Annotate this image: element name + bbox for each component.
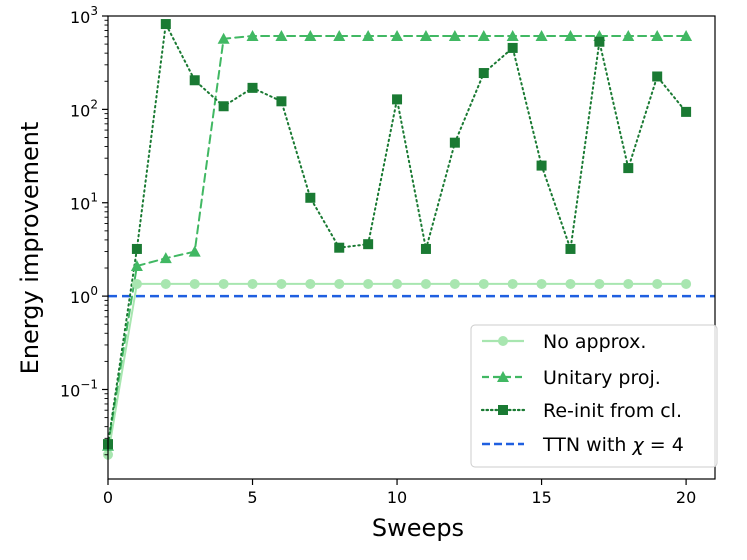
data-point-no-approx	[449, 278, 460, 289]
data-point-reinit-from-cl	[507, 42, 518, 53]
data-point-no-approx	[305, 278, 316, 289]
legend-label-ttn-suffix: = 4	[644, 434, 684, 456]
data-point-unitary-proj	[188, 245, 201, 257]
x-tick-label: 10	[387, 488, 407, 507]
data-point-unitary-proj	[477, 30, 490, 42]
data-point-unitary-proj	[506, 30, 519, 42]
data-point-reinit-from-cl	[623, 163, 634, 174]
y-axis-ticks: 10−1 100 101 102 103	[60, 4, 108, 400]
data-point-reinit-from-cl	[160, 19, 171, 30]
data-point-no-approx	[507, 278, 518, 289]
data-point-unitary-proj	[564, 30, 577, 42]
data-point-reinit-from-cl	[536, 160, 547, 171]
data-point-reinit-from-cl	[449, 137, 460, 148]
plot-frame	[107, 15, 716, 480]
legend-label-ttn: TTN with χ = 4	[542, 434, 684, 456]
data-point-reinit-from-cl	[594, 36, 605, 47]
data-point-no-approx	[536, 278, 547, 289]
data-point-no-approx	[623, 278, 634, 289]
data-point-unitary-proj	[275, 30, 288, 42]
series-line-reinit-from-cl	[107, 23, 688, 446]
legend: No approx. Unitary proj. Re-init from cl…	[470, 324, 718, 468]
data-point-no-approx	[565, 278, 576, 289]
legend-marker-no-approx	[498, 336, 508, 346]
y-axis-title: Energy improvement	[16, 122, 44, 375]
data-point-no-approx	[652, 278, 663, 289]
data-point-unitary-proj	[419, 30, 432, 42]
data-point-unitary-proj	[130, 260, 143, 272]
data-point-reinit-from-cl	[392, 94, 403, 105]
y-tick-label: 10−1	[60, 377, 98, 400]
y-axis-minor-ticks	[104, 19, 108, 456]
data-point-no-approx	[392, 278, 403, 289]
data-point-no-approx	[363, 278, 374, 289]
data-point-unitary-proj	[159, 252, 172, 264]
data-point-unitary-proj	[304, 30, 317, 42]
data-point-unitary-proj	[333, 30, 346, 42]
legend-label-unitary-proj: Unitary proj.	[543, 367, 661, 389]
data-point-no-approx	[160, 278, 171, 289]
data-point-reinit-from-cl	[305, 192, 316, 203]
data-point-unitary-proj	[448, 30, 461, 42]
data-point-reinit-from-cl	[334, 242, 345, 253]
data-point-unitary-proj	[391, 30, 404, 42]
data-point-unitary-proj	[217, 32, 230, 44]
data-point-reinit-from-cl	[565, 243, 576, 254]
x-tick-label: 0	[103, 488, 113, 507]
data-point-unitary-proj	[362, 30, 375, 42]
data-point-no-approx	[594, 278, 605, 289]
data-point-reinit-from-cl	[363, 239, 374, 250]
data-point-no-approx	[681, 278, 692, 289]
data-point-reinit-from-cl	[247, 82, 258, 93]
data-point-unitary-proj	[651, 30, 664, 42]
data-point-reinit-from-cl	[652, 71, 663, 82]
legend-label-no-approx: No approx.	[543, 331, 646, 353]
data-point-unitary-proj	[535, 30, 548, 42]
y-tick-label: 101	[70, 191, 98, 214]
x-axis-title: Sweeps	[372, 514, 464, 542]
data-point-unitary-proj	[680, 30, 693, 42]
data-point-reinit-from-cl	[131, 243, 142, 254]
x-tick-label: 5	[247, 488, 257, 507]
y-tick-label: 100	[70, 284, 98, 307]
y-tick-label: 103	[70, 4, 98, 27]
data-point-reinit-from-cl	[420, 243, 431, 254]
data-point-no-approx	[189, 278, 200, 289]
legend-label-reinit: Re-init from cl.	[543, 400, 682, 422]
legend-box	[470, 324, 718, 468]
data-point-no-approx	[218, 278, 229, 289]
data-point-no-approx	[420, 278, 431, 289]
legend-marker-reinit	[498, 405, 508, 415]
y-tick-label: 102	[70, 97, 98, 120]
x-tick-label: 20	[676, 488, 696, 507]
data-point-no-approx	[276, 278, 287, 289]
data-point-reinit-from-cl	[681, 106, 692, 117]
x-axis-ticks: 0 5 10 15 20	[103, 479, 696, 507]
series-layer	[102, 19, 693, 460]
legend-label-ttn-prefix: TTN with	[542, 434, 632, 456]
data-point-unitary-proj	[246, 30, 259, 42]
legend-label-ttn-symbol: χ	[631, 434, 644, 456]
data-point-no-approx	[478, 278, 489, 289]
data-point-reinit-from-cl	[276, 96, 287, 107]
data-point-reinit-from-cl	[189, 75, 200, 86]
data-point-unitary-proj	[622, 30, 635, 42]
data-point-no-approx	[131, 278, 142, 289]
data-point-no-approx	[247, 278, 258, 289]
data-point-reinit-from-cl	[478, 68, 489, 79]
data-point-reinit-from-cl	[218, 101, 229, 112]
data-point-no-approx	[334, 278, 345, 289]
x-tick-label: 15	[531, 488, 551, 507]
legend-marker-unitary-proj	[497, 371, 509, 382]
